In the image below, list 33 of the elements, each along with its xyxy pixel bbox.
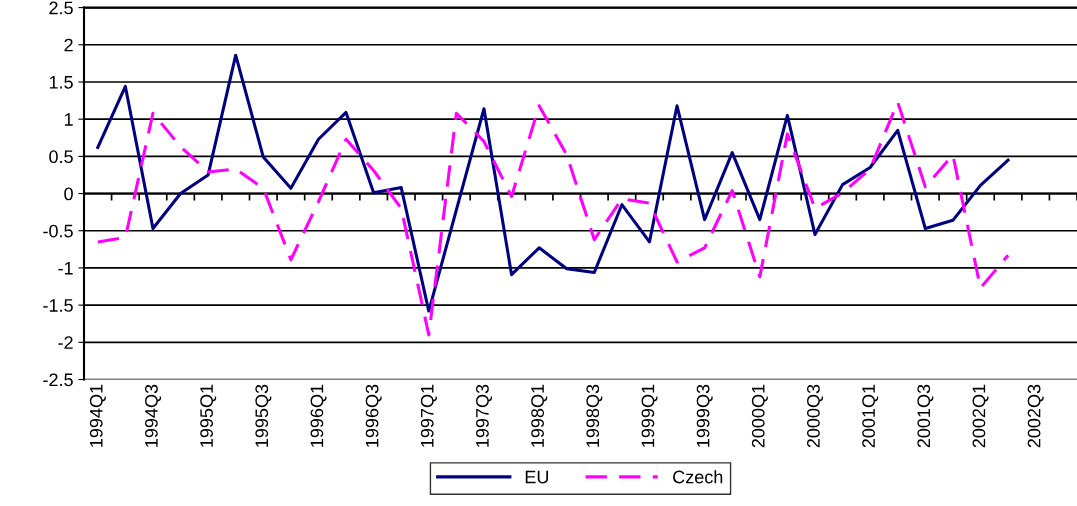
x-tick-label: 1998Q3 — [586, 384, 603, 447]
x-tick-label: 1994Q3 — [145, 384, 162, 447]
x-tick-label: 2000Q3 — [807, 384, 824, 448]
x-tick-label: 1998Q1 — [531, 384, 548, 447]
x-tick-label: 1997Q1 — [420, 384, 437, 447]
x-tick-label: 2001Q1 — [862, 384, 879, 448]
x-tick-label: 1994Q1 — [89, 384, 106, 447]
legend-label: Czech — [673, 470, 723, 484]
y-tick-label: 1 — [64, 113, 73, 126]
x-tick-label: 1996Q3 — [365, 384, 382, 447]
x-tick-label: 1995Q1 — [200, 384, 217, 447]
legend-label: EU — [525, 470, 549, 484]
line-series — [96, 100, 1010, 337]
y-tick-label: 1.5 — [49, 76, 73, 89]
x-tick-label: 2002Q1 — [972, 384, 989, 448]
y-tick-label: 2.5 — [49, 1, 73, 15]
x-tick-label: 2002Q3 — [1027, 384, 1044, 448]
x-tick-label: 1999Q1 — [641, 384, 658, 447]
y-tick-label: -1 — [58, 262, 73, 275]
x-tick-label: 1995Q3 — [255, 384, 272, 447]
x-tick-label: 2000Q1 — [751, 384, 768, 448]
x-tick-label: 1999Q3 — [696, 384, 713, 447]
y-tick-label: -2.5 — [43, 373, 73, 387]
y-tick-label: 0.5 — [49, 150, 73, 164]
y-tick-label: -1.5 — [43, 299, 73, 312]
line-series — [96, 53, 1010, 313]
y-tick-label: 0 — [64, 187, 73, 201]
x-tick-label: 2001Q3 — [917, 384, 934, 448]
x-tick-label: 1996Q1 — [310, 384, 327, 447]
y-tick-label: 2 — [64, 38, 73, 52]
y-tick-label: -0.5 — [43, 224, 73, 238]
x-tick-label: 1997Q3 — [476, 384, 493, 447]
y-tick-label: -2 — [58, 336, 73, 349]
